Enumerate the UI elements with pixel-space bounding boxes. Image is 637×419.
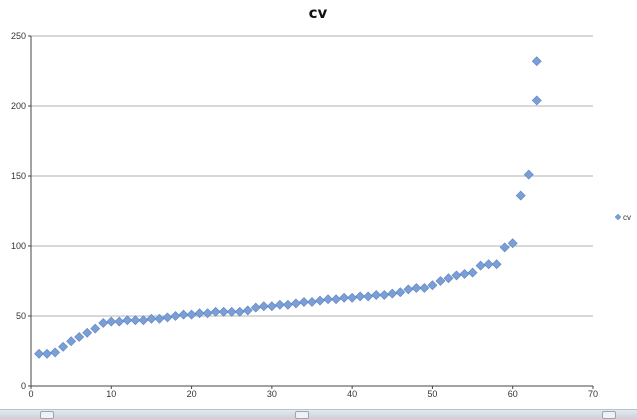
y-tick-label: 150 xyxy=(11,171,26,181)
data-point xyxy=(146,313,157,324)
y-tick-label: 100 xyxy=(11,241,26,251)
data-point xyxy=(347,292,358,303)
data-point xyxy=(266,301,277,312)
data-point xyxy=(242,305,253,316)
y-tick-label: 0 xyxy=(21,381,26,391)
data-point xyxy=(523,169,534,180)
y-tick-label: 250 xyxy=(11,31,26,41)
data-point xyxy=(178,309,189,320)
data-point xyxy=(451,270,462,281)
data-point xyxy=(467,267,478,278)
data-point xyxy=(331,294,342,305)
data-point xyxy=(507,238,518,249)
chart-title: cv xyxy=(309,4,328,22)
data-point xyxy=(138,315,149,326)
data-point xyxy=(90,323,101,334)
data-point xyxy=(66,336,77,347)
data-point xyxy=(491,259,502,270)
data-point xyxy=(58,341,69,352)
legend: cv xyxy=(614,213,631,222)
data-point xyxy=(170,311,181,321)
data-point xyxy=(403,284,414,295)
data-point xyxy=(114,316,125,327)
data-point xyxy=(226,306,237,317)
x-tick-label: 50 xyxy=(427,389,437,399)
data-point xyxy=(130,315,141,326)
data-point xyxy=(218,306,229,317)
data-point xyxy=(122,315,133,326)
data-point xyxy=(459,269,470,279)
data-point xyxy=(379,290,390,300)
data-point xyxy=(299,297,309,307)
data-point xyxy=(419,283,430,293)
data-point xyxy=(363,291,374,302)
data-point xyxy=(355,291,366,302)
x-tick-label: 30 xyxy=(267,389,277,399)
data-point xyxy=(42,348,52,359)
data-point xyxy=(435,276,446,286)
x-tick-label: 60 xyxy=(508,389,518,399)
data-points xyxy=(34,56,542,359)
data-point xyxy=(258,301,269,312)
data-point xyxy=(202,308,213,319)
data-point xyxy=(50,347,61,358)
data-point xyxy=(411,283,422,293)
legend-marker xyxy=(614,213,622,221)
x-tick-label: 20 xyxy=(187,389,197,399)
x-tick-label: 40 xyxy=(347,389,357,399)
data-point xyxy=(371,290,382,300)
y-tick-label: 200 xyxy=(11,101,26,111)
x-tick-label: 0 xyxy=(28,389,33,399)
data-point xyxy=(250,302,261,313)
data-point xyxy=(531,95,542,106)
data-point xyxy=(34,348,44,359)
data-point xyxy=(194,308,205,319)
data-point xyxy=(210,306,221,317)
data-point xyxy=(515,190,526,201)
data-point xyxy=(443,273,454,284)
y-tick-label: 50 xyxy=(16,311,26,321)
gridlines xyxy=(31,35,593,387)
data-point xyxy=(483,259,494,270)
data-point xyxy=(98,318,109,328)
axes: 0 50 100 150 200 250 0 10 20 30 40 50 60 70 xyxy=(11,31,598,399)
x-tick-label: 70 xyxy=(588,389,598,399)
data-point xyxy=(475,260,486,271)
data-point xyxy=(387,288,398,299)
data-point xyxy=(234,306,245,317)
data-point xyxy=(282,299,293,310)
data-point xyxy=(307,297,317,307)
data-point xyxy=(395,287,406,298)
data-point xyxy=(106,316,117,327)
data-point xyxy=(274,299,285,310)
x-tick-label: 10 xyxy=(106,389,116,399)
data-point xyxy=(186,309,197,320)
data-point xyxy=(162,312,173,323)
data-point xyxy=(291,298,301,309)
data-point xyxy=(315,295,325,306)
data-point xyxy=(74,332,85,342)
data-point xyxy=(323,294,333,305)
data-point xyxy=(339,292,350,303)
data-point xyxy=(499,242,510,253)
data-point xyxy=(427,280,438,291)
data-point xyxy=(154,313,165,324)
data-point xyxy=(531,56,542,67)
legend-label: cv xyxy=(623,213,631,222)
data-point xyxy=(82,327,93,338)
